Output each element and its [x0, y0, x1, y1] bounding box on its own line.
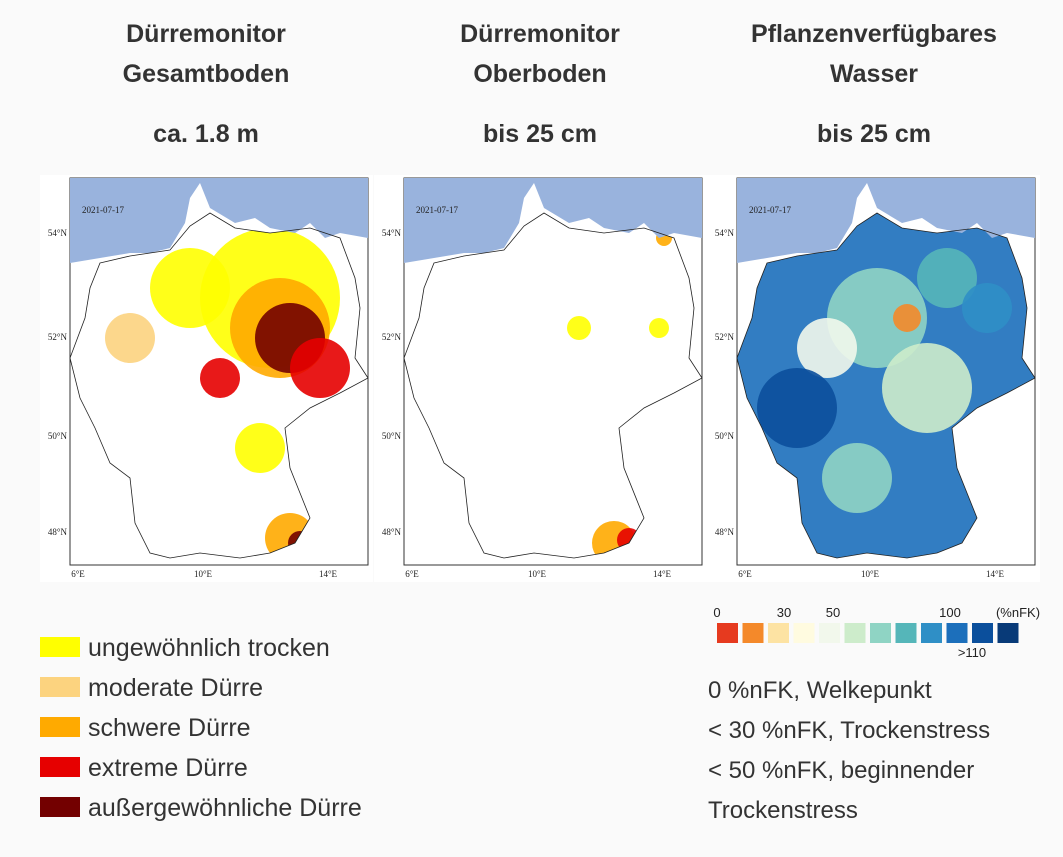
nfk-note: < 50 %nFK, beginnender: [708, 757, 974, 784]
map-area: [962, 283, 1012, 333]
map-date: 2021-07-17: [416, 205, 458, 215]
map-area: [882, 343, 972, 433]
map-area: [567, 316, 591, 340]
legend-swatch: [40, 717, 80, 737]
map-area: [235, 423, 285, 473]
legend-swatch: [40, 797, 80, 817]
map: 2021-07-17 54°N 52°N 50°N 48°N 6°E 10°E 14°E: [715, 177, 1036, 579]
scale-swatch: [946, 623, 968, 643]
legend-swatch: [40, 757, 80, 777]
map-area: [649, 318, 669, 338]
scale-swatch: [921, 623, 942, 643]
lon-label: 14°E: [319, 569, 338, 579]
lon-label: 10°E: [861, 569, 880, 579]
map-area: [917, 248, 977, 308]
scale-swatch: [742, 623, 764, 643]
scale-label: >110: [958, 645, 986, 660]
legend-swatch: [40, 637, 80, 657]
scale-label: (%nFK): [996, 605, 1040, 620]
map-area: [150, 248, 230, 328]
panel-title: Dürremonitor: [460, 20, 620, 48]
scale-swatch: [819, 623, 840, 643]
map-area: [105, 313, 155, 363]
map-area: [822, 443, 892, 513]
lon-label: 10°E: [194, 569, 213, 579]
country-border: [736, 212, 1036, 559]
map-area: [797, 318, 857, 378]
legend-label: ungewöhnlich trocken: [88, 634, 330, 662]
lon-label: 6°E: [738, 569, 752, 579]
map: 2021-07-17 54°N 52°N 50°N 48°N 6°E 10°E 14°E: [382, 177, 703, 579]
lat-label: 50°N: [715, 431, 735, 441]
legend-swatch: [40, 677, 80, 697]
lat-label: 54°N: [382, 228, 402, 238]
sea: [737, 178, 1035, 263]
legend-label: außergewöhnliche Dürre: [88, 794, 362, 822]
lat-label: 50°N: [48, 431, 68, 441]
nfk-note: 0 %nFK, Welkepunkt: [708, 677, 932, 704]
panel-depth: bis 25 cm: [817, 120, 931, 148]
scale-swatch: [717, 623, 738, 643]
scale-label: 0: [713, 605, 720, 620]
lat-label: 54°N: [48, 228, 68, 238]
scale-swatch: [768, 623, 789, 643]
scale-label: 30: [777, 605, 791, 620]
scale-swatch: [972, 623, 993, 643]
map-area: [290, 338, 350, 398]
lat-label: 52°N: [382, 332, 402, 342]
scale-swatch: [793, 623, 815, 643]
nfk-note: Trockenstress: [708, 797, 858, 824]
lat-label: 54°N: [715, 228, 735, 238]
map-area: [200, 358, 240, 398]
legend-label: extreme Dürre: [88, 754, 248, 782]
map-fill: [105, 228, 350, 558]
panel-title: Gesamtboden: [123, 60, 290, 88]
lat-label: 50°N: [382, 431, 402, 441]
panel-title: Wasser: [830, 60, 918, 88]
lon-label: 6°E: [405, 569, 419, 579]
country-border: [69, 212, 369, 559]
panel-depth: bis 25 cm: [483, 120, 597, 148]
lon-label: 14°E: [653, 569, 672, 579]
scale-label: 50: [826, 605, 840, 620]
lon-label: 14°E: [986, 569, 1005, 579]
lon-label: 6°E: [71, 569, 85, 579]
nfk-note: < 30 %nFK, Trockenstress: [708, 717, 990, 744]
panel-title: Oberboden: [473, 60, 606, 88]
lat-label: 52°N: [48, 332, 68, 342]
lat-label: 52°N: [715, 332, 735, 342]
scale-swatch: [870, 623, 891, 643]
panel-title: Dürremonitor: [126, 20, 286, 48]
sea: [404, 178, 702, 263]
country-border: [403, 212, 703, 559]
scale-label: 100: [939, 605, 961, 620]
lat-label: 48°N: [715, 527, 735, 537]
map-area: [757, 368, 837, 448]
legend-label: moderate Dürre: [88, 674, 263, 702]
map-date: 2021-07-17: [82, 205, 124, 215]
scale-swatch: [997, 623, 1019, 643]
lat-label: 48°N: [382, 527, 402, 537]
scale-swatch: [844, 623, 866, 643]
lat-label: 48°N: [48, 527, 68, 537]
sea: [70, 178, 368, 263]
map-date: 2021-07-17: [749, 205, 791, 215]
map: 2021-07-17 54°N 52°N 50°N 48°N 6°E 10°E 14°E: [48, 177, 369, 579]
lon-label: 10°E: [528, 569, 547, 579]
panel-depth: ca. 1.8 m: [153, 120, 259, 148]
scale-swatch: [895, 623, 917, 643]
panel-title: Pflanzenverfügbares: [751, 20, 997, 48]
legend-label: schwere Dürre: [88, 714, 251, 742]
map-area: [893, 304, 921, 332]
